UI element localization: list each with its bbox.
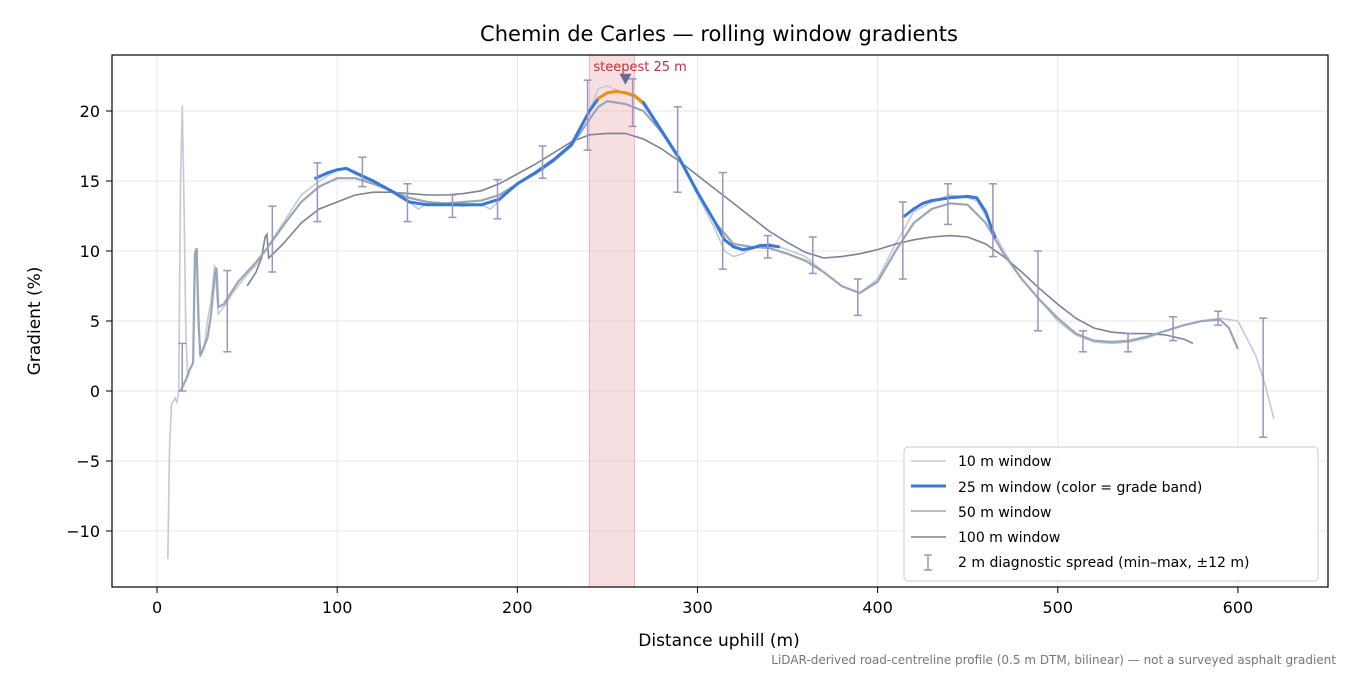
series-25m-segment: [732, 245, 745, 252]
x-tick-label: 400: [862, 598, 893, 617]
x-tick-label: 200: [502, 598, 533, 617]
series-25m-segment: [641, 101, 654, 119]
series-25m-segment: [335, 166, 348, 172]
legend-swatch-spread: [924, 554, 932, 571]
legend-label-10m: 10 m window: [958, 454, 1051, 470]
series-25m-segment: [614, 89, 627, 95]
series-25m-segment: [587, 96, 600, 113]
series-25m-segment: [695, 190, 717, 225]
legend-label-spread: 2 m diagnostic spread (min–max, ±12 m): [958, 555, 1249, 571]
series-25m-segment: [497, 182, 519, 201]
series-25m-segment: [966, 194, 979, 200]
legend-box: [903, 446, 1319, 582]
series-25m-segment: [903, 207, 916, 218]
series-25m-segment: [750, 243, 763, 250]
chart-title: Chemin de Carles — rolling window gradie…: [480, 22, 958, 46]
series-25m-segment: [407, 200, 429, 207]
series-50m-line: [179, 100, 1239, 392]
footnote: LiDAR-derived road-centreline profile (0…: [771, 653, 1336, 667]
axis-ticks: 0 100 200 300 400 500 600 −10 −5 0 5 10 15 20: [66, 102, 1253, 617]
steepest-annotation: steepest 25 m: [593, 60, 686, 75]
x-tick-label: 300: [682, 598, 713, 617]
series-25m-segment: [533, 158, 555, 175]
x-tick-label: 600: [1223, 598, 1254, 617]
plot-area: steepest 25 m: [167, 60, 1275, 560]
y-tick-label: −5: [76, 452, 100, 471]
y-tick-label: 0: [90, 382, 100, 401]
series-25m-segment: [650, 115, 663, 133]
legend-label-100m: 100 m window: [958, 530, 1060, 546]
series-25m-segment: [326, 168, 339, 175]
series-25m-segment: [596, 91, 609, 100]
x-tick-label: 0: [152, 598, 162, 617]
x-tick-label: 100: [322, 598, 353, 617]
y-tick-label: 10: [80, 242, 100, 261]
series-25m-segment: [344, 166, 357, 175]
series-100m-line: [246, 132, 1194, 345]
plot-frame: [111, 54, 1329, 588]
highlight-band-layer: [588, 54, 635, 588]
series-25m-segment: [912, 201, 925, 211]
series-25m-segment: [515, 171, 537, 186]
series-25m-segment: [371, 179, 393, 193]
steepest-band: [588, 54, 635, 588]
series-25m-segment: [921, 199, 934, 205]
series-25m-segment: [632, 94, 645, 105]
series-25m-segment: [741, 246, 754, 252]
legend-label-25m: 25 m window (color = grade band): [958, 480, 1202, 496]
series-25m-segment: [768, 243, 781, 249]
series-25m-segment: [605, 89, 618, 95]
y-tick-label: 15: [80, 172, 100, 191]
series-25m-segment: [479, 197, 501, 207]
series-25m-segment: [677, 157, 699, 194]
y-axis-label: Gradient (%): [25, 267, 45, 376]
grid-lines: [112, 55, 1328, 587]
y-tick-label: 5: [90, 312, 100, 331]
series-25m-segment: [569, 109, 591, 147]
y-tick-label: 20: [80, 102, 100, 121]
x-tick-label: 500: [1043, 598, 1074, 617]
series-25m-segment: [948, 194, 970, 200]
legend: 10 m window 25 m window (color = grade b…: [903, 446, 1319, 582]
steepest-marker: [619, 73, 632, 85]
series-25m-segment: [975, 196, 988, 214]
series-25m-segment: [353, 171, 375, 183]
y-tick-label: −10: [66, 522, 100, 541]
legend-label-50m: 50 m window: [958, 505, 1051, 521]
series-25m-segment: [930, 196, 952, 203]
series-25m-segment: [659, 129, 681, 161]
series-25m-segment: [389, 189, 411, 204]
series-25m-segment: [723, 238, 736, 249]
series-25m-segment: [551, 143, 573, 162]
x-axis-label: Distance uphill (m): [638, 631, 799, 651]
